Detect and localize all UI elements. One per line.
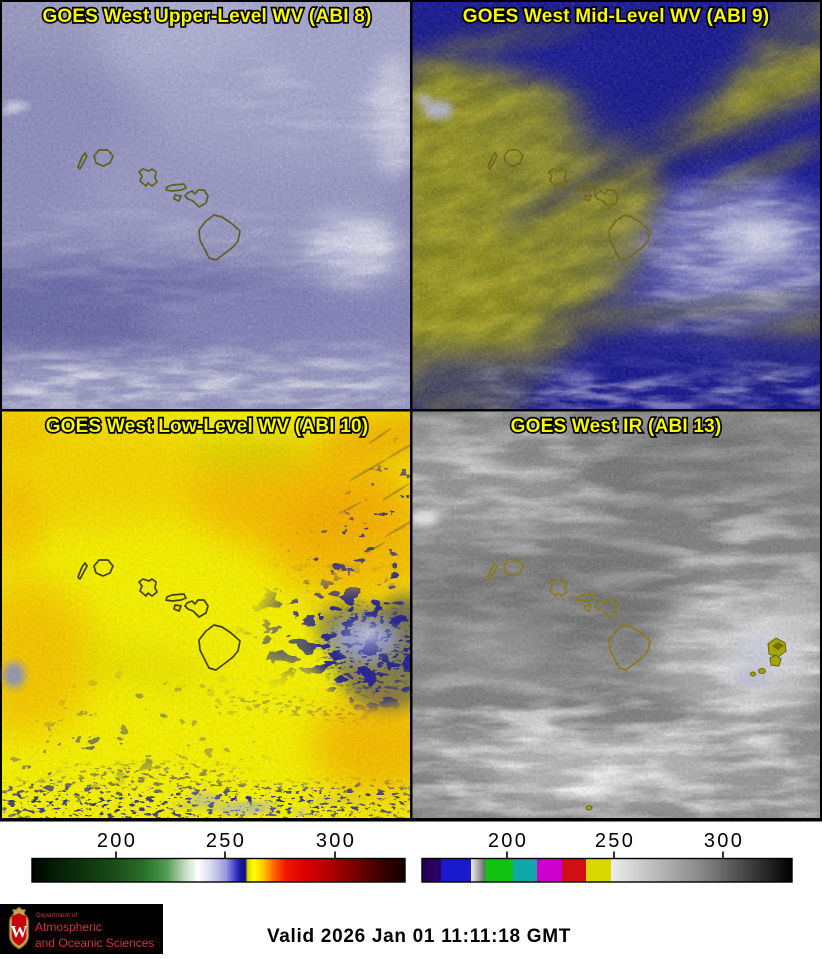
svg-text:200: 200: [97, 830, 137, 852]
svg-text:GOES West Upper-Level WV (ABI: GOES West Upper-Level WV (ABI 8): [42, 6, 371, 27]
svg-text:300: 300: [704, 830, 744, 852]
svg-text:300: 300: [316, 830, 356, 852]
svg-text:Atmospheric: Atmospheric: [35, 920, 102, 934]
svg-text:200: 200: [488, 830, 528, 852]
svg-text:250: 250: [206, 830, 246, 852]
svg-text:Valid 2026 Jan 01 11:11:18 GMT: Valid 2026 Jan 01 11:11:18 GMT: [267, 926, 571, 947]
svg-text:W: W: [11, 922, 28, 941]
svg-text:and Oceanic Sciences: and Oceanic Sciences: [35, 936, 154, 950]
svg-text:250: 250: [595, 830, 635, 852]
svg-text:Department of: Department of: [36, 912, 77, 919]
svg-text:GOES West IR (ABI 13): GOES West IR (ABI 13): [511, 416, 722, 437]
svg-text:GOES West Low-Level WV (ABI 10: GOES West Low-Level WV (ABI 10): [46, 416, 369, 437]
svg-text:GOES West Mid-Level WV (ABI 9): GOES West Mid-Level WV (ABI 9): [463, 6, 770, 27]
